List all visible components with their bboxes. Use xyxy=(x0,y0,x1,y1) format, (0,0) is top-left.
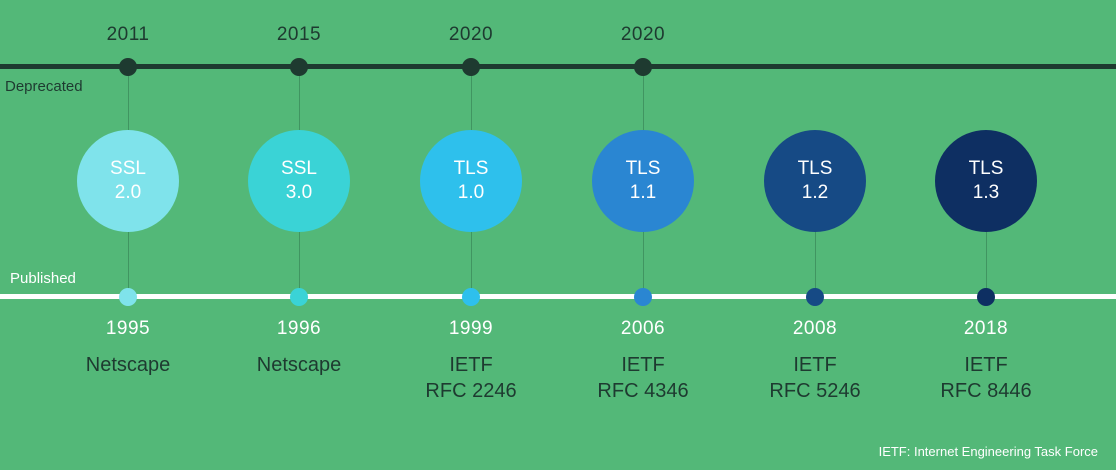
version-circle: TLS 1.3 xyxy=(935,130,1037,232)
publisher-line: RFC 5246 xyxy=(769,380,861,402)
published-dot xyxy=(119,288,137,306)
publisher-line: IETF xyxy=(793,354,837,376)
publisher-line: IETF xyxy=(621,354,665,376)
deprecated-year: 2020 xyxy=(620,24,666,45)
protocol-version: 2.0 xyxy=(114,182,142,203)
connector-line xyxy=(815,170,816,297)
deprecated-dot xyxy=(119,58,137,76)
deprecated-timeline xyxy=(0,64,1116,69)
published-dot xyxy=(462,288,480,306)
deprecated-label: Deprecated xyxy=(5,78,83,95)
publisher-label: IETF RFC 8446 xyxy=(921,352,1051,404)
published-year: 1996 xyxy=(276,318,322,339)
published-year: 1999 xyxy=(448,318,494,339)
published-year: 1995 xyxy=(105,318,151,339)
connector-line xyxy=(986,170,987,297)
protocol-version: 1.1 xyxy=(629,182,657,203)
published-dot xyxy=(290,288,308,306)
version-circle: SSL 3.0 xyxy=(248,130,350,232)
published-timeline xyxy=(0,294,1116,299)
publisher-line: IETF xyxy=(964,354,1008,376)
published-label: Published xyxy=(10,270,76,287)
protocol-version: 1.0 xyxy=(457,182,485,203)
publisher-line: IETF xyxy=(449,354,493,376)
published-dot xyxy=(977,288,995,306)
deprecated-dot xyxy=(634,58,652,76)
published-year: 2006 xyxy=(620,318,666,339)
version-circle: TLS 1.0 xyxy=(420,130,522,232)
published-year: 2008 xyxy=(792,318,838,339)
protocol-name: SSL xyxy=(110,158,146,179)
version-circle: SSL 2.0 xyxy=(77,130,179,232)
protocol-name: SSL xyxy=(281,158,317,179)
protocol-version: 1.2 xyxy=(801,182,829,203)
deprecated-year: 2011 xyxy=(106,24,150,45)
protocol-name: TLS xyxy=(453,158,489,179)
protocol-version: 1.3 xyxy=(972,182,1000,203)
publisher-line: Netscape xyxy=(85,354,171,376)
version-circle: TLS 1.1 xyxy=(592,130,694,232)
protocol-name: TLS xyxy=(625,158,661,179)
deprecated-dot xyxy=(290,58,308,76)
deprecated-year: 2015 xyxy=(276,24,322,45)
protocol-name: TLS xyxy=(797,158,833,179)
published-year: 2018 xyxy=(963,318,1009,339)
version-circle: TLS 1.2 xyxy=(764,130,866,232)
published-dot xyxy=(634,288,652,306)
footnote: IETF: Internet Engineering Task Force xyxy=(878,444,1098,459)
publisher-label: IETF RFC 4346 xyxy=(578,352,708,404)
publisher-line: RFC 4346 xyxy=(597,380,689,402)
publisher-label: IETF RFC 5246 xyxy=(750,352,880,404)
published-dot xyxy=(806,288,824,306)
publisher-label: Netscape xyxy=(63,352,193,378)
publisher-line: RFC 8446 xyxy=(940,380,1032,402)
publisher-line: Netscape xyxy=(256,354,342,376)
publisher-line: RFC 2246 xyxy=(425,380,517,402)
deprecated-year: 2020 xyxy=(448,24,494,45)
protocol-name: TLS xyxy=(968,158,1004,179)
deprecated-dot xyxy=(462,58,480,76)
publisher-label: Netscape xyxy=(234,352,364,378)
protocol-version: 3.0 xyxy=(285,182,313,203)
publisher-label: IETF RFC 2246 xyxy=(406,352,536,404)
